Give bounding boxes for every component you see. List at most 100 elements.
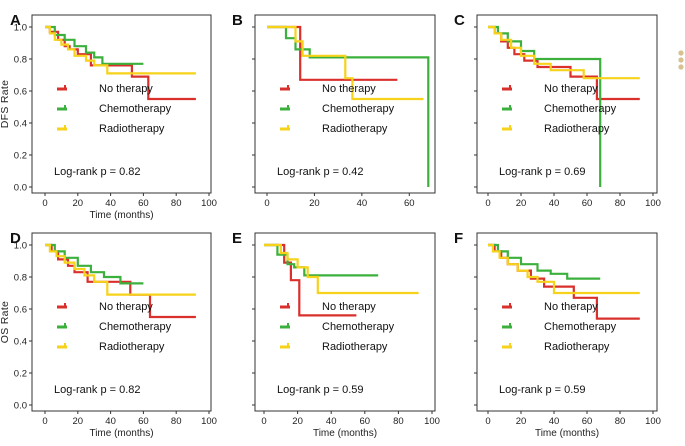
panel-label: D — [10, 230, 21, 247]
panel-D: D 0.0 0.2 0.4 0.6 0.8 1.0 0 20 40 60 80 100 Time (mon… — [0, 230, 217, 439]
legend-label: Chemotherapy — [544, 321, 617, 333]
x-tick-label: 0 — [42, 198, 47, 209]
x-tick-label: 0 — [485, 416, 490, 427]
y-axis-label: DFS Rate — [0, 80, 11, 129]
x-tick-label: 60 — [582, 416, 593, 427]
x-tick-label: 80 — [171, 198, 182, 209]
legend-label: Radiotherapy — [322, 123, 388, 135]
x-tick-label: 80 — [615, 198, 626, 209]
panel-label: E — [232, 230, 242, 247]
y-tick-label: 0.8 — [14, 55, 27, 66]
x-tick-label: 20 — [309, 198, 320, 209]
vertical-ellipsis-icon[interactable] — [678, 50, 684, 70]
series-radiotherapy — [264, 243, 419, 295]
series-radiotherapy — [45, 25, 196, 75]
x-axis-label: Time (months) — [313, 428, 377, 439]
x-tick-label: 80 — [615, 416, 626, 427]
x-tick-label: 40 — [549, 416, 560, 427]
series-chemotherapy — [488, 243, 601, 280]
panel-label: C — [454, 12, 465, 29]
x-tick-label: 20 — [516, 416, 527, 427]
x-tick-label: 40 — [549, 198, 560, 209]
x-tick-label: 40 — [105, 416, 116, 427]
x-tick-label: 20 — [516, 198, 527, 209]
plot-frame — [254, 232, 436, 412]
plot-frame — [31, 14, 212, 194]
ellipsis-dot — [678, 50, 684, 56]
legend-label: Radiotherapy — [544, 341, 610, 353]
x-axis-label: Time (months) — [89, 428, 153, 439]
legend-label: No therapy — [322, 301, 376, 313]
x-tick-label: 100 — [645, 416, 661, 427]
y-tick-label: 0.6 — [14, 305, 27, 316]
logrank-pvalue: Log-rank p = 0.82 — [54, 384, 141, 396]
x-tick-label: 100 — [201, 198, 217, 209]
series-chemotherapy — [488, 25, 602, 187]
legend-label: Chemotherapy — [99, 103, 172, 115]
x-axis-label: Time (months) — [89, 210, 153, 221]
series-radiotherapy — [267, 25, 424, 101]
y-tick-label: 0.2 — [14, 369, 27, 380]
panel-A: A 0.0 0.2 0.4 0.6 0.8 1.0 0 20 40 60 80 100 Time (mon… — [0, 12, 217, 221]
x-tick-label: 80 — [393, 416, 404, 427]
x-tick-label: 20 — [73, 198, 84, 209]
y-tick-label: 1.0 — [14, 23, 27, 34]
legend-label: No therapy — [322, 83, 376, 95]
x-tick-label: 0 — [261, 416, 266, 427]
ellipsis-dot — [678, 57, 684, 63]
x-tick-label: 0 — [42, 416, 47, 427]
x-tick-label: 60 — [404, 198, 415, 209]
legend-label: No therapy — [544, 83, 598, 95]
series-radiotherapy — [488, 243, 640, 295]
legend-label: Chemotherapy — [544, 103, 617, 115]
panel-E: E 0 20 40 60 80 100 Time (months) No therapy Chem… — [232, 230, 440, 439]
y-tick-label: 0.2 — [14, 151, 27, 162]
x-tick-label: 100 — [424, 416, 440, 427]
x-tick-label: 0 — [264, 198, 269, 209]
y-tick-label: 0.4 — [14, 337, 27, 348]
x-tick-label: 40 — [357, 198, 368, 209]
legend-label: Chemotherapy — [322, 103, 395, 115]
x-tick-label: 40 — [326, 416, 337, 427]
legend-label: No therapy — [544, 301, 598, 313]
panel-B: B 0 20 40 60 No therapy Chemotherapy Radiothera… — [232, 12, 436, 209]
logrank-pvalue: Log-rank p = 0.69 — [499, 166, 586, 178]
series-chemotherapy — [267, 25, 430, 187]
plot-frame — [31, 232, 212, 412]
series-radiotherapy — [488, 25, 640, 80]
panel-C: C 0 20 40 60 80 100 No therapy Chemotherapy Radio… — [454, 12, 661, 209]
series-radiotherapy — [45, 243, 196, 296]
x-tick-label: 60 — [582, 198, 593, 209]
x-tick-label: 60 — [138, 198, 149, 209]
panel-label: B — [232, 12, 243, 29]
panel-label: A — [10, 12, 21, 29]
panel-F: F 0 20 40 60 80 100 Time (months) No therapy Chem… — [454, 230, 661, 439]
logrank-pvalue: Log-rank p = 0.59 — [499, 384, 586, 396]
x-tick-label: 20 — [73, 416, 84, 427]
x-tick-label: 20 — [292, 416, 303, 427]
legend-label: No therapy — [99, 301, 153, 313]
logrank-pvalue: Log-rank p = 0.82 — [54, 166, 141, 178]
legend-label: Chemotherapy — [99, 321, 172, 333]
x-tick-label: 60 — [138, 416, 149, 427]
y-tick-label: 0.4 — [14, 119, 27, 130]
y-tick-label: 0.8 — [14, 273, 27, 284]
panel-label: F — [454, 230, 463, 247]
y-tick-label: 1.0 — [14, 241, 27, 252]
x-tick-label: 100 — [201, 416, 217, 427]
plot-frame — [476, 232, 658, 412]
plot-frame — [476, 14, 658, 194]
legend-label: No therapy — [99, 83, 153, 95]
y-tick-label: 0.6 — [14, 87, 27, 98]
legend-label: Radiotherapy — [544, 123, 610, 135]
series-no-therapy — [264, 243, 357, 317]
y-axis-label: OS Rate — [0, 301, 11, 343]
x-tick-label: 60 — [360, 416, 371, 427]
series-chemotherapy — [264, 243, 379, 277]
legend-label: Radiotherapy — [99, 341, 165, 353]
ellipsis-dot — [678, 64, 684, 70]
plot-frame — [254, 14, 436, 194]
x-axis-label: Time (months) — [535, 428, 599, 439]
y-tick-label: 0.0 — [14, 183, 27, 194]
